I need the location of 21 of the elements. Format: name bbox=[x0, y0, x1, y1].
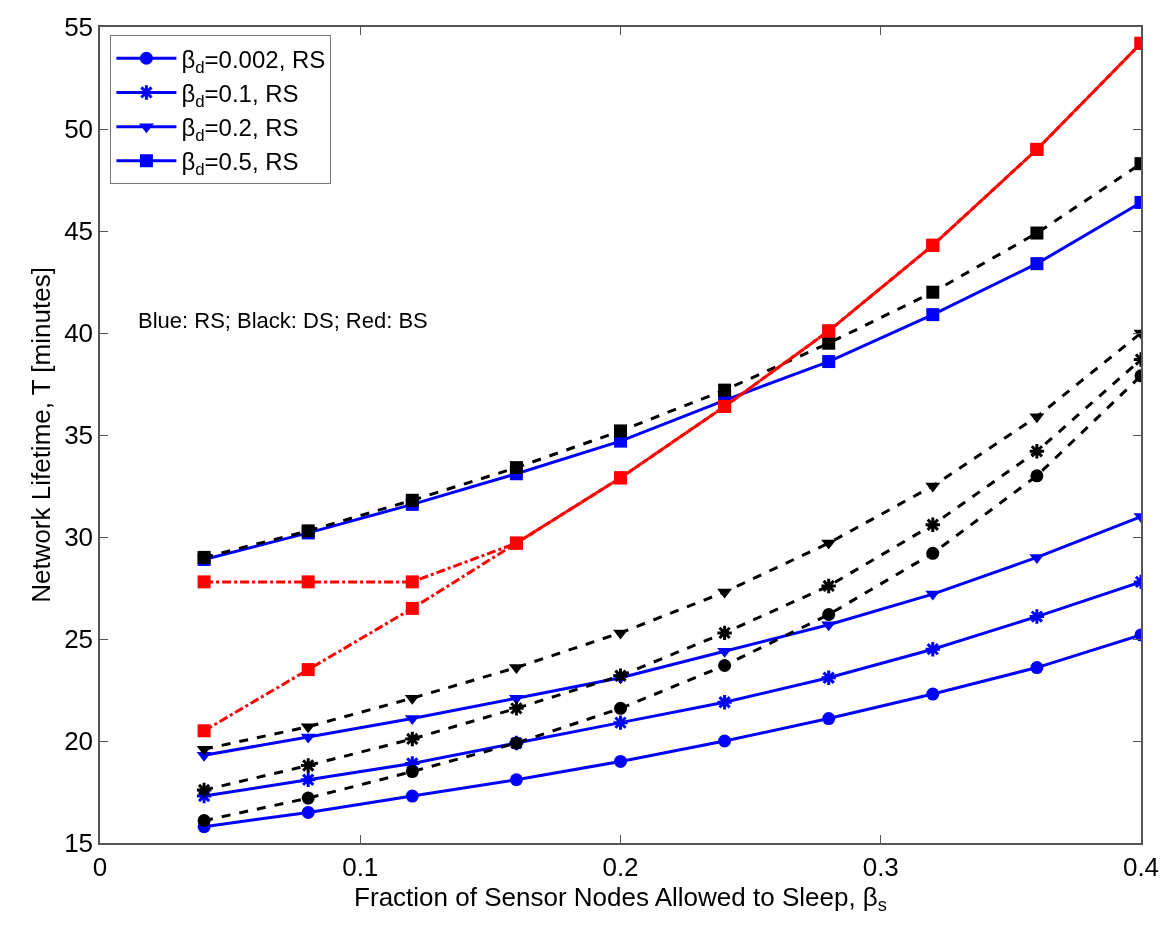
x-tick-label: 0.1 bbox=[342, 851, 379, 882]
y-tick-label: 50 bbox=[64, 114, 94, 145]
x-tick-label: 0.4 bbox=[1122, 851, 1160, 882]
y-tick-label: 40 bbox=[64, 318, 94, 349]
x-tick-label: 0.3 bbox=[862, 851, 899, 882]
annotation: Blue: RS; Black: DS; Red: BS bbox=[138, 308, 428, 333]
y-tick-label: 35 bbox=[64, 420, 94, 451]
y-tick-label: 45 bbox=[64, 216, 94, 247]
y-tick-label: 25 bbox=[64, 624, 94, 655]
x-tick-label: 0.2 bbox=[602, 851, 639, 882]
y-tick-label: 30 bbox=[64, 522, 94, 553]
legend-label: β$_{d}$=0.5, RS bbox=[181, 148, 299, 180]
y-tick-label: 15 bbox=[64, 828, 94, 859]
legend-label: β$_{d}$=0.2, RS bbox=[181, 114, 299, 146]
x-axis-title: Fraction of Sensor Nodes Allowed to Sleep, β$_{s}$ bbox=[354, 881, 887, 916]
legend-label: β$_{d}$=0.1, RS bbox=[181, 79, 299, 111]
y-axis-title: Network Lifetime, T [minutes] bbox=[26, 267, 57, 603]
legend-label: β$_{d}$=0.002, RS bbox=[181, 45, 326, 77]
x-tick-label: 0 bbox=[92, 851, 108, 882]
y-tick-label: 20 bbox=[64, 726, 94, 757]
y-tick-label: 55 bbox=[64, 12, 94, 43]
